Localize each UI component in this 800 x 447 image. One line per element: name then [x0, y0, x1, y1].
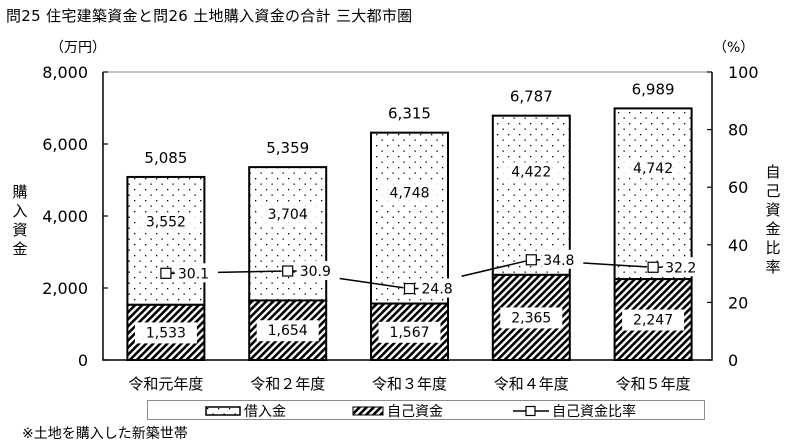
ratio-value-label: 30.9	[300, 264, 331, 280]
bar-loan	[126, 175, 206, 306]
ratio-value-label: 24.8	[422, 282, 453, 298]
label-bg	[134, 322, 197, 344]
legend: 借入金 自己資金 自己資金比率	[147, 400, 705, 420]
right-axis-label: 自己資金比率	[765, 163, 781, 276]
right-tick-label: 80	[728, 121, 748, 140]
square-marker-icon	[525, 254, 537, 266]
right-tick-label: 40	[728, 236, 748, 255]
legend-label-own-funds: 自己資金	[387, 403, 443, 420]
legend-item-ratio: 自己資金比率	[513, 402, 636, 420]
own-funds-value-label: 2,365	[511, 310, 551, 326]
label-bg	[623, 159, 684, 179]
ratio-value-label: 34.8	[543, 253, 574, 269]
label-bg	[622, 309, 685, 331]
left-tick-label: 8,000	[42, 63, 88, 82]
right-tick-label: 20	[728, 293, 748, 312]
chart-title: 問25 住宅建築資金と問26 土地購入資金の合計 三大都市圏	[6, 7, 413, 25]
loan-value-label: 4,742	[633, 161, 673, 177]
own-funds-value-label: 1,654	[268, 323, 308, 339]
ratio-value-label: 30.1	[178, 266, 209, 282]
ratio-line-segment	[461, 260, 526, 278]
total-value-label: 6,989	[632, 80, 675, 98]
own-funds-value-label: 1,567	[389, 325, 429, 341]
left-tick-label: 2,000	[42, 279, 88, 298]
total-value-label: 6,787	[510, 88, 553, 106]
square-marker-icon	[647, 261, 659, 273]
label-bg	[378, 321, 441, 343]
bar-loan	[613, 107, 693, 281]
x-tick-label: 令和元年度	[128, 375, 203, 393]
dotted-swatch-icon	[205, 405, 241, 416]
left-axis-label: 購入資金	[12, 183, 28, 258]
bar-loan	[491, 114, 571, 276]
bar-loan	[370, 131, 449, 305]
label-bg	[379, 183, 440, 203]
label-bg	[297, 261, 336, 281]
x-tick-label: 令和２年度	[250, 375, 325, 393]
legend-label-loan: 借入金	[244, 403, 286, 420]
footnote: ※土地を購入した新築世帯	[22, 426, 188, 442]
ratio-line-segment	[339, 277, 404, 289]
label-bg	[501, 162, 562, 182]
loan-value-label: 3,704	[268, 207, 308, 223]
loan-value-label: 3,552	[146, 215, 186, 231]
square-marker-icon	[282, 265, 294, 277]
square-marker-icon	[403, 282, 416, 295]
label-bg	[663, 257, 702, 277]
legend-item-loan: 借入金	[205, 402, 286, 420]
ratio-line-segment	[217, 270, 282, 274]
legend-item-own-funds: 自己資金	[352, 402, 443, 420]
left-axis-unit: （万円）	[50, 40, 106, 56]
total-value-label: 6,315	[388, 105, 431, 123]
right-tick-label: 0	[728, 351, 738, 370]
label-bg	[257, 204, 318, 224]
data-labels-group: 1,533 3,552 5,085 令和元年度 1,654 3,704 5,359 令和２年度…	[128, 80, 690, 393]
left-tick-label: 0	[78, 351, 88, 370]
legend-label-ratio: 自己資金比率	[552, 403, 636, 420]
total-value-label: 5,359	[266, 139, 309, 157]
loan-value-label: 4,422	[511, 164, 551, 180]
ratio-value-label: 32.2	[665, 260, 696, 276]
label-bg	[135, 212, 196, 232]
label-bg	[175, 263, 214, 283]
right-tick-label: 60	[728, 178, 748, 197]
bar-loan	[248, 166, 328, 302]
own-funds-value-label: 1,533	[146, 325, 186, 341]
label-bg	[500, 307, 563, 329]
x-tick-label: 令和４年度	[494, 375, 569, 393]
left-tick-label: 4,000	[42, 207, 88, 226]
total-value-label: 5,085	[144, 149, 187, 167]
axes-group: 0 2,000 4,000 6,000 8,000 0 20 40 60 80 100	[42, 63, 758, 370]
label-bg	[419, 278, 458, 298]
x-tick-label: 令和５年度	[616, 375, 691, 393]
right-tick-label: 100	[728, 63, 759, 82]
square-marker-icon	[160, 267, 172, 279]
label-bg	[256, 320, 319, 342]
x-tick-label: 令和３年度	[372, 375, 447, 393]
own-funds-value-label: 2,247	[633, 313, 673, 329]
label-bg	[541, 249, 580, 269]
loan-value-label: 4,748	[389, 185, 429, 201]
ratio-line-segment	[583, 262, 648, 268]
hatched-swatch-icon	[352, 406, 384, 415]
left-tick-label: 6,000	[42, 135, 88, 154]
ratio-line-group: 30.1 30.9 24.8 34.8 32.2	[160, 249, 702, 298]
line-square-marker-icon	[513, 405, 549, 416]
right-axis-unit: （%）	[713, 40, 755, 56]
